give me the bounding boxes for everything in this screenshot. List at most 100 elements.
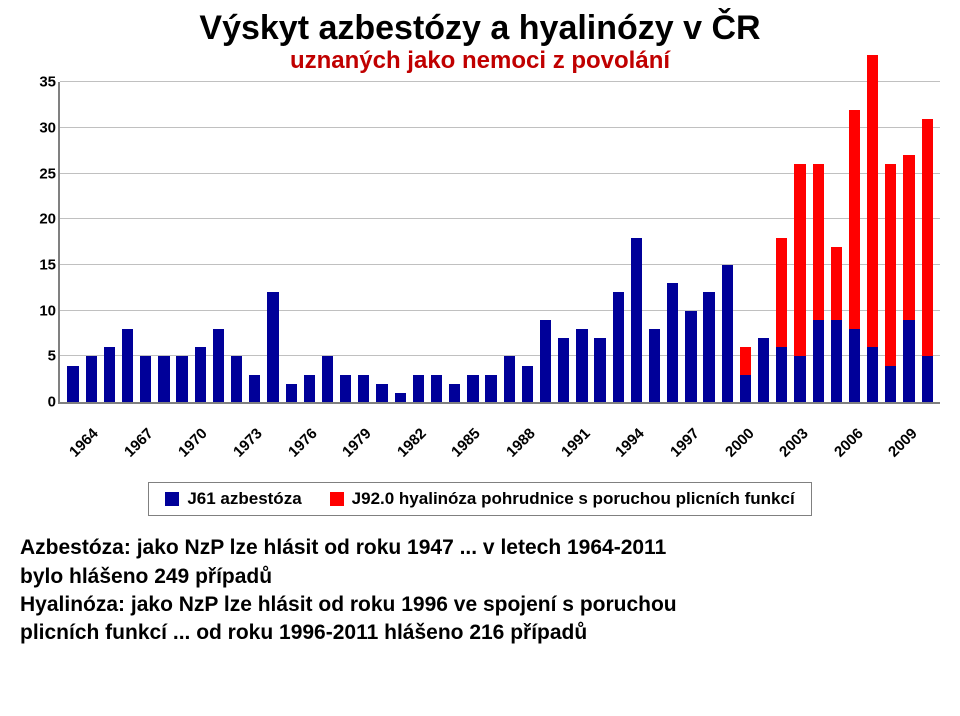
x-tick-slot: 1970 xyxy=(171,408,204,464)
bar xyxy=(413,375,424,402)
bar-slot xyxy=(282,384,300,402)
bar-seg-azbestoza xyxy=(286,384,297,402)
bar-slot xyxy=(682,311,700,402)
legend-label-azbestoza: J61 azbestóza xyxy=(187,489,301,509)
bar xyxy=(667,283,678,402)
x-tick-slot xyxy=(652,408,663,464)
bar-slot xyxy=(427,375,445,402)
x-tick-slot xyxy=(488,408,499,464)
bar-slot xyxy=(573,329,591,402)
bar-seg-hyalinoza xyxy=(903,155,914,320)
bar xyxy=(794,164,805,402)
legend-item-azbestoza: J61 azbestóza xyxy=(165,489,301,509)
bar-seg-azbestoza xyxy=(431,375,442,402)
x-tick-slot: 1979 xyxy=(335,408,368,464)
bar-slot xyxy=(518,366,536,403)
x-tick-slot: 1994 xyxy=(608,408,641,464)
bar-seg-azbestoza xyxy=(395,393,406,402)
bar xyxy=(140,356,151,402)
y-tick-label: 5 xyxy=(26,348,56,365)
bar-seg-hyalinoza xyxy=(849,110,860,329)
bar-slot xyxy=(228,356,246,402)
bar xyxy=(758,338,769,402)
bar xyxy=(395,393,406,402)
bar xyxy=(267,292,278,402)
bar-seg-azbestoza xyxy=(195,347,206,402)
bar xyxy=(504,356,515,402)
bar-seg-azbestoza xyxy=(867,347,878,402)
bar-slot xyxy=(918,119,936,402)
bar-seg-azbestoza xyxy=(576,329,587,402)
y-tick-label: 0 xyxy=(26,394,56,411)
bar-seg-azbestoza xyxy=(504,356,515,402)
bar-seg-azbestoza xyxy=(540,320,551,402)
x-tick-slot: 2009 xyxy=(881,408,914,464)
bar xyxy=(613,292,624,402)
bar xyxy=(176,356,187,402)
bar xyxy=(122,329,133,402)
bar-seg-azbestoza xyxy=(485,375,496,402)
bar-seg-azbestoza xyxy=(594,338,605,402)
bar-seg-azbestoza xyxy=(794,356,805,402)
x-tick-slot: 1997 xyxy=(663,408,696,464)
y-tick-label: 35 xyxy=(26,74,56,91)
chart-container: 05101520253035 1964196719701973197619791… xyxy=(20,82,940,464)
bar xyxy=(304,375,315,402)
bar xyxy=(922,119,933,402)
bar-slot xyxy=(155,356,173,402)
y-tick-label: 25 xyxy=(26,165,56,182)
x-tick-slot xyxy=(325,408,336,464)
bar xyxy=(540,320,551,402)
bar-slot xyxy=(500,356,518,402)
bar xyxy=(231,356,242,402)
bar-seg-azbestoza xyxy=(649,329,660,402)
bar xyxy=(903,155,914,402)
bar-seg-azbestoza xyxy=(758,338,769,402)
bar-slot xyxy=(355,375,373,402)
bar-seg-azbestoza xyxy=(522,366,533,403)
legend-label-hyalinoza: J92.0 hyalinóza pohrudnice s poruchou pl… xyxy=(352,489,795,509)
bar-slot xyxy=(609,292,627,402)
bar-seg-hyalinoza xyxy=(885,164,896,365)
bar xyxy=(67,366,78,403)
bar xyxy=(558,338,569,402)
bar xyxy=(594,338,605,402)
bar-slot xyxy=(827,247,845,402)
bar-slot xyxy=(173,356,191,402)
bar-slot xyxy=(409,375,427,402)
bar-slot xyxy=(82,356,100,402)
bar xyxy=(685,311,696,402)
bar-seg-hyalinoza xyxy=(740,347,751,374)
bar xyxy=(340,375,351,402)
caption-l4: plicních funkcí ... od roku 1996-2011 hl… xyxy=(20,621,587,644)
bar xyxy=(776,238,787,403)
bar-seg-azbestoza xyxy=(885,366,896,403)
bar-seg-azbestoza xyxy=(449,384,460,402)
bar xyxy=(867,55,878,402)
bar-seg-azbestoza xyxy=(376,384,387,402)
x-tick-slot xyxy=(270,408,281,464)
bar-slot xyxy=(809,164,827,402)
bar-seg-azbestoza xyxy=(340,375,351,402)
bar-slot xyxy=(119,329,137,402)
bars-container xyxy=(60,82,940,402)
y-tick-label: 15 xyxy=(26,257,56,274)
caption-l1b: jako NzP lze hlásit od roku 1947 ... v l… xyxy=(137,536,667,559)
bar-seg-azbestoza xyxy=(358,375,369,402)
bar-seg-azbestoza xyxy=(413,375,424,402)
x-tick-slot xyxy=(215,408,226,464)
bar-slot xyxy=(391,393,409,402)
x-tick-slot xyxy=(598,408,609,464)
bar xyxy=(522,366,533,403)
bar-slot xyxy=(864,55,882,402)
bar xyxy=(740,347,751,402)
bar xyxy=(831,247,842,402)
bar-seg-azbestoza xyxy=(722,265,733,402)
bar-slot xyxy=(555,338,573,402)
bar-seg-azbestoza xyxy=(122,329,133,402)
bar-seg-azbestoza xyxy=(467,375,478,402)
bar-slot xyxy=(464,375,482,402)
legend-swatch-azbestoza xyxy=(165,492,179,506)
bar-seg-azbestoza xyxy=(249,375,260,402)
bar-slot xyxy=(664,283,682,402)
